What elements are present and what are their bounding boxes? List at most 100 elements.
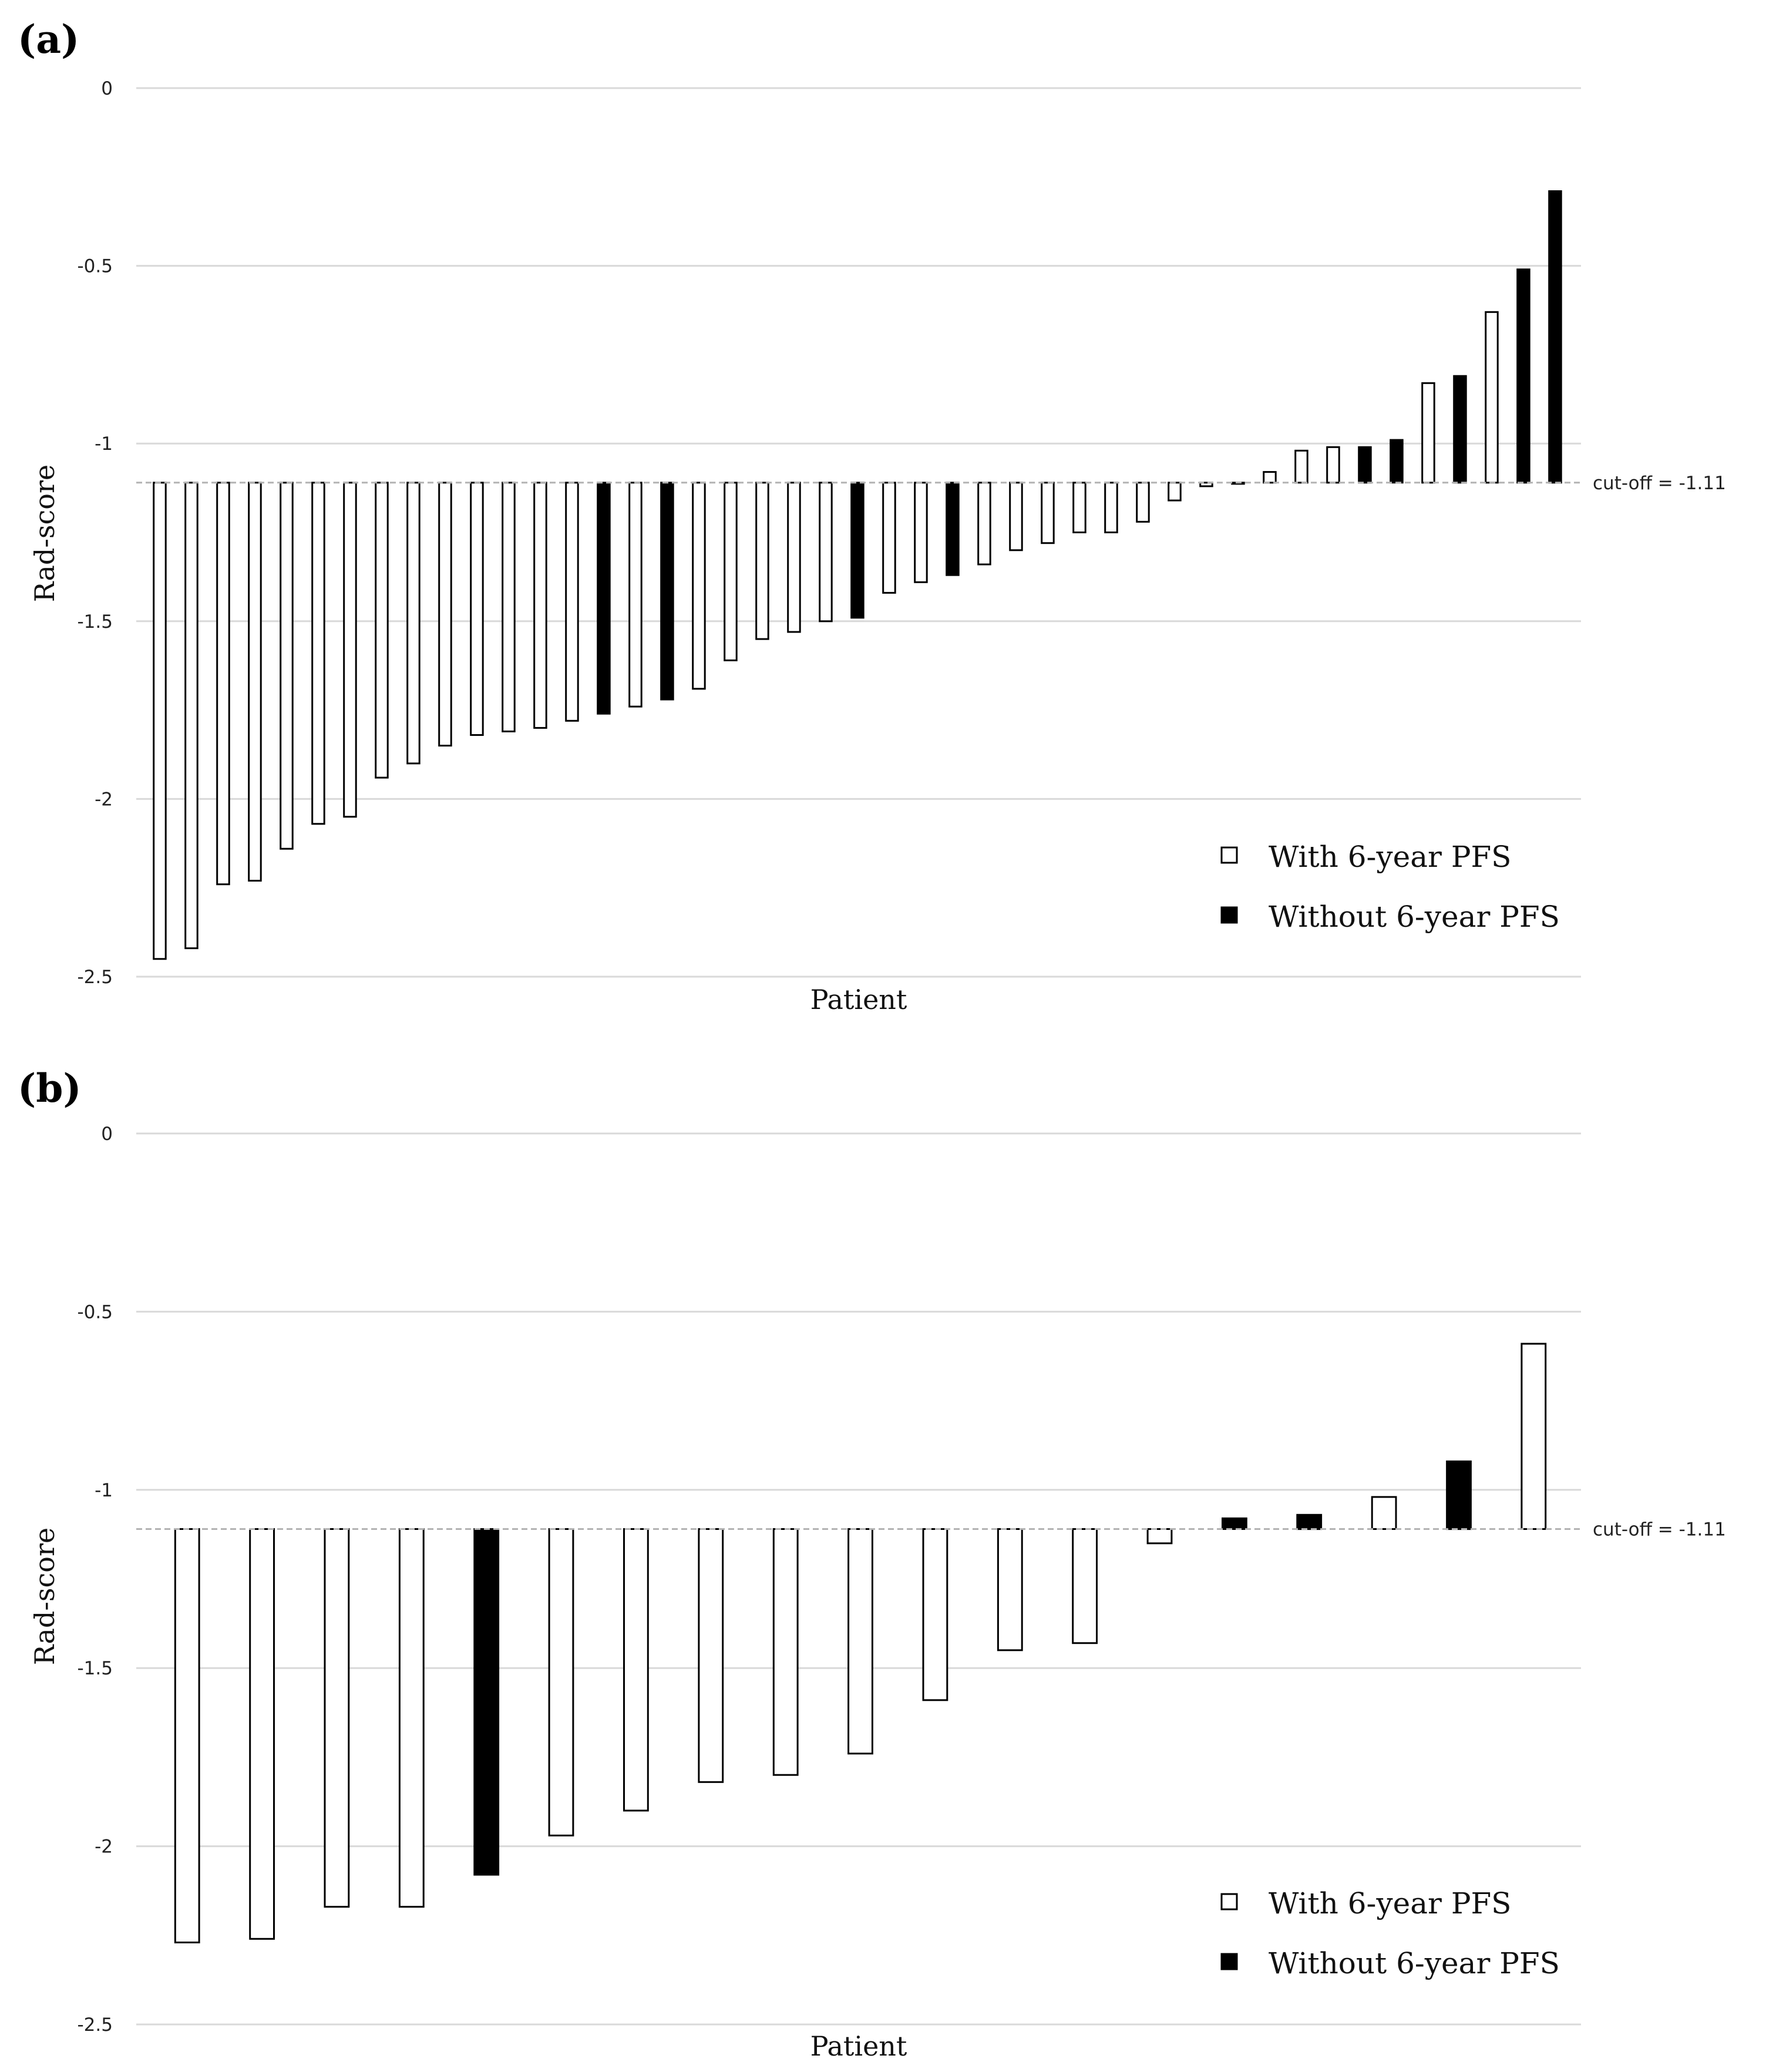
panel-b-bar-8-with-pfs <box>698 1528 724 1783</box>
panel-a-legend-swatch-with <box>1220 846 1238 864</box>
panel-a-bar-17-without-pfs <box>660 482 674 701</box>
panel-a-bar-34-with-pfs <box>1199 482 1213 487</box>
panel-a-bar-4-with-pfs <box>248 482 262 882</box>
panel-a-bar-3-with-pfs <box>216 482 230 886</box>
panel-a-bar-33-with-pfs <box>1168 482 1182 502</box>
panel-a-legend-label-with: With 6-year PFS <box>1269 840 1511 874</box>
panel-a-bar-21-with-pfs <box>787 482 801 633</box>
panel-b-y-tick-label: -2.5 <box>78 2014 113 2036</box>
panel-b-bar-15-without-pfs <box>1222 1517 1247 1531</box>
panel-b-y-tick-labels: 0 -0.5 -1 -1.5 -2 -2.5 <box>78 1124 113 2036</box>
panel-a-x-axis-title: Patient <box>810 984 907 1015</box>
panel-a-bar-7-with-pfs <box>343 482 357 818</box>
panel-b-bar-6-with-pfs <box>548 1528 574 1836</box>
panel-b-bar-10-with-pfs <box>847 1528 873 1755</box>
panel-b-bar-11-with-pfs <box>922 1528 948 1701</box>
panel-a-cutoff-label: cut-off = -1.11 <box>1593 473 1726 494</box>
panel-b-cutoff-label: cut-off = -1.11 <box>1593 1519 1726 1540</box>
panel-b-y-tick-label: 0 <box>101 1124 113 1145</box>
panel-b-bar-12-with-pfs <box>997 1528 1023 1651</box>
panel-a-bars <box>153 190 1562 960</box>
panel-b-bar-19-with-pfs <box>1521 1343 1547 1530</box>
panel-b-x-axis-title: Patient <box>810 2030 907 2062</box>
panel-a-y-tick-labels: 0 -0.5 -1 -1.5 -2 -2.5 <box>78 78 113 988</box>
panel-a-bar-6-with-pfs <box>311 482 325 825</box>
panel-a-y-tick-label: -2 <box>95 789 113 810</box>
panel-a-bar-9-with-pfs <box>406 482 421 765</box>
panel-b-legend-label-with: With 6-year PFS <box>1269 1886 1511 1920</box>
panel-a-bar-26-without-pfs <box>946 482 960 576</box>
panel-a-bar-8-with-pfs <box>375 482 389 779</box>
panel-b-bar-18-without-pfs <box>1446 1460 1472 1531</box>
panel-a-bar-43-with-pfs <box>1485 311 1499 484</box>
panel-a-bar-38-with-pfs <box>1326 446 1340 484</box>
panel-a-label: (a) <box>18 16 79 62</box>
panel-a-bar-1-with-pfs <box>153 482 167 960</box>
panel-a-bar-25-with-pfs <box>914 482 928 583</box>
panel-a-bar-22-with-pfs <box>819 482 833 623</box>
panel-a-bar-37-with-pfs <box>1294 449 1308 484</box>
panel-b-bar-5-without-pfs <box>473 1528 500 1876</box>
panel-a-bar-40-without-pfs <box>1390 439 1404 484</box>
panel-a-bar-36-with-pfs <box>1263 471 1277 484</box>
panel-b-bar-13-with-pfs <box>1072 1528 1098 1644</box>
panel-b-bar-14-with-pfs <box>1146 1528 1173 1545</box>
panel-a-bar-41-with-pfs <box>1421 382 1435 484</box>
panel-b-legend-swatch-with <box>1220 1893 1238 1910</box>
panel-a-bar-29-with-pfs <box>1041 482 1055 544</box>
panel-b-bar-17-with-pfs <box>1371 1496 1397 1530</box>
panel-a-bar-15-without-pfs <box>597 482 611 715</box>
panel-a-bar-45-without-pfs <box>1548 190 1562 484</box>
panel-a-bar-18-with-pfs <box>692 482 706 690</box>
panel-a-bar-19-with-pfs <box>724 482 738 661</box>
panel-a-y-tick-label: 0 <box>101 78 113 99</box>
panel-a-bar-24-with-pfs <box>882 482 896 594</box>
panel-a-bar-39-without-pfs <box>1358 446 1372 484</box>
panel-b: (b) 0 -0.5 -1 -1.5 -2 -2.5 Rad-score cut-off … <box>18 1065 1726 2062</box>
panel-a-legend-label-without: Without 6-year PFS <box>1269 900 1560 934</box>
panel-a-bar-44-without-pfs <box>1516 268 1530 484</box>
panel-a-bar-30-with-pfs <box>1072 482 1086 533</box>
panel-b-bars <box>174 1343 1547 1943</box>
panel-a-bar-23-without-pfs <box>850 482 865 619</box>
panel-a-y-axis-title: Rad-score <box>29 465 60 602</box>
panel-b-legend-label-without: Without 6-year PFS <box>1269 1946 1560 1980</box>
panel-b-bar-7-with-pfs <box>623 1528 649 1812</box>
panel-b-y-tick-label: -1 <box>95 1480 113 1501</box>
panel-b-bar-4-with-pfs <box>398 1528 425 1908</box>
panel-a-bar-27-with-pfs <box>977 482 991 566</box>
panel-b-bar-16-without-pfs <box>1296 1513 1323 1531</box>
panel-a-y-tick-label: -1.5 <box>78 611 113 633</box>
panel-b-y-tick-label: -0.5 <box>78 1301 113 1323</box>
panel-a-y-tick-label: -0.5 <box>78 256 113 277</box>
panel-a-bar-16-with-pfs <box>628 482 643 708</box>
panel-b-bar-1-with-pfs <box>174 1528 200 1943</box>
panel-a-bar-28-with-pfs <box>1009 482 1023 551</box>
panel-a: (a) 0 -0.5 -1 -1.5 -2 -2.5 Rad-score cut-off … <box>18 16 1726 1015</box>
panel-b-bar-9-with-pfs <box>772 1528 799 1776</box>
panel-a-bar-13-with-pfs <box>533 482 547 729</box>
panel-a-bar-11-with-pfs <box>470 482 484 736</box>
panel-a-bar-31-with-pfs <box>1104 482 1118 533</box>
panel-a-bar-32-with-pfs <box>1136 482 1150 523</box>
panel-b-y-axis-title: Rad-score <box>29 1528 60 1665</box>
panel-a-y-tick-label: -1 <box>95 433 113 455</box>
panel-b-bar-3-with-pfs <box>324 1528 350 1908</box>
panel-b-legend-swatch-without <box>1220 1953 1238 1970</box>
panel-a-legend-swatch-without <box>1220 906 1238 924</box>
panel-a-bar-5-with-pfs <box>280 482 294 850</box>
panel-a-bar-20-with-pfs <box>755 482 769 640</box>
panel-b-y-tick-label: -2 <box>95 1836 113 1858</box>
panel-a-bar-2-with-pfs <box>184 482 199 950</box>
panel-b-bar-2-with-pfs <box>249 1528 275 1940</box>
panel-a-bar-10-with-pfs <box>438 482 452 747</box>
panel-a-y-tick-label: -2.5 <box>78 967 113 988</box>
panel-a-bar-14-with-pfs <box>565 482 579 722</box>
panel-a-bar-12-with-pfs <box>502 482 516 732</box>
panel-a-legend: With 6-year PFS Without 6-year PFS <box>1220 840 1560 934</box>
panel-b-label: (b) <box>18 1065 82 1111</box>
panel-b-y-tick-label: -1.5 <box>78 1658 113 1679</box>
panel-b-legend: With 6-year PFS Without 6-year PFS <box>1220 1886 1560 1980</box>
panel-a-bar-42-without-pfs <box>1453 375 1467 484</box>
